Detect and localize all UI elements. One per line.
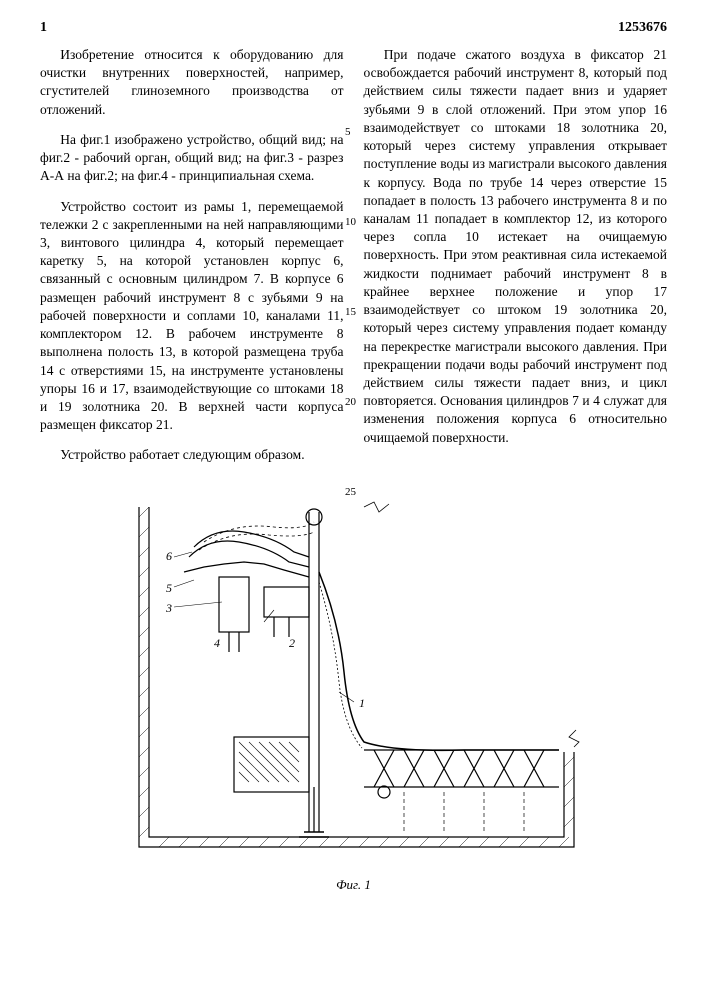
page-header: 1 1253676 [40,20,667,36]
right-paragraph-1: При подаче сжатого воздуха в фиксатор 21… [364,46,668,447]
right-column: При подаче сжатого воздуха в фиксатор 21… [364,46,668,477]
document-number: 1253676 [587,20,667,36]
figure-1-drawing: 6 5 3 4 2 1 [114,492,594,872]
fig-label-6: 6 [166,549,172,563]
fig-label-3: 3 [165,601,172,615]
figure-caption: Фиг. 1 [336,877,371,893]
fig-label-2: 2 [289,636,295,650]
line-marker-15: 15 [345,306,356,318]
fig-label-4: 4 [214,636,220,650]
page-number-left: 1 [40,20,70,36]
text-columns: Изобретение относится к оборудованию для… [40,46,667,477]
fig-label-1: 1 [359,696,365,710]
figure-1: 6 5 3 4 2 1 Фиг. 1 [40,492,667,893]
left-paragraph-1: Изобретение относится к оборудованию для… [40,46,344,119]
line-marker-20: 20 [345,396,356,408]
line-marker-10: 10 [345,216,356,228]
line-marker-25: 25 [345,486,356,498]
fig-label-5: 5 [166,581,172,595]
line-marker-5: 5 [345,126,351,138]
left-column: Изобретение относится к оборудованию для… [40,46,344,477]
left-paragraph-3: Устройство состоит из рамы 1, перемещаем… [40,198,344,435]
left-paragraph-4: Устройство работает следующим образом. [40,446,344,464]
left-paragraph-2: На фиг.1 изображено устройство, общий ви… [40,131,344,186]
